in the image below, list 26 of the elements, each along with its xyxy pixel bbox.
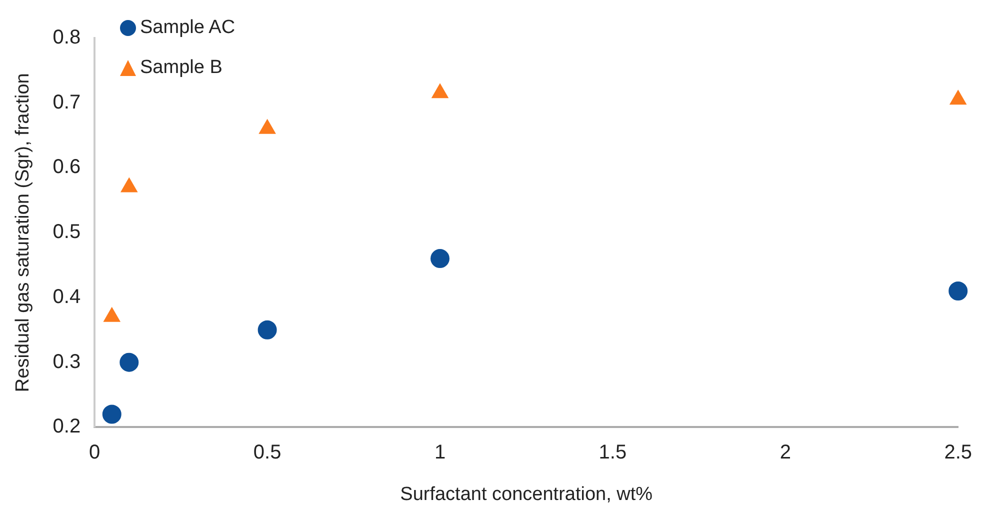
y-tick-label: 0.5	[52, 221, 81, 244]
point	[120, 352, 139, 372]
y-tick-label: 0.2	[52, 416, 81, 438]
x-tick-label: 0	[89, 442, 100, 464]
legend-label: Sample B	[140, 57, 222, 79]
x-tick-label: 2.5	[944, 442, 972, 464]
y-tick-label: 0.3	[52, 350, 81, 373]
y-axis-title: Residual gas saturation (Sgr), fraction	[12, 73, 34, 392]
point	[430, 249, 450, 268]
x-tick-label: 2	[780, 442, 791, 464]
y-tick-label: 0.6	[52, 156, 81, 178]
y-tick-label: 0.4	[52, 286, 81, 308]
x-tick-label: 1.5	[598, 442, 627, 464]
point	[120, 178, 138, 192]
point	[102, 404, 122, 424]
point	[258, 320, 277, 340]
point	[948, 281, 968, 300]
point	[432, 84, 448, 98]
y-tick-label: 0.8	[52, 26, 81, 49]
x-tick-label: 0.5	[253, 442, 282, 464]
x-axis-title: Surfactant concentration, wt%	[400, 484, 653, 505]
legend-label: Sample AC	[140, 17, 236, 39]
x-tick-label: 1	[434, 442, 446, 464]
y-tick-label: 0.7	[52, 91, 81, 114]
point	[950, 90, 966, 105]
point	[259, 119, 276, 134]
